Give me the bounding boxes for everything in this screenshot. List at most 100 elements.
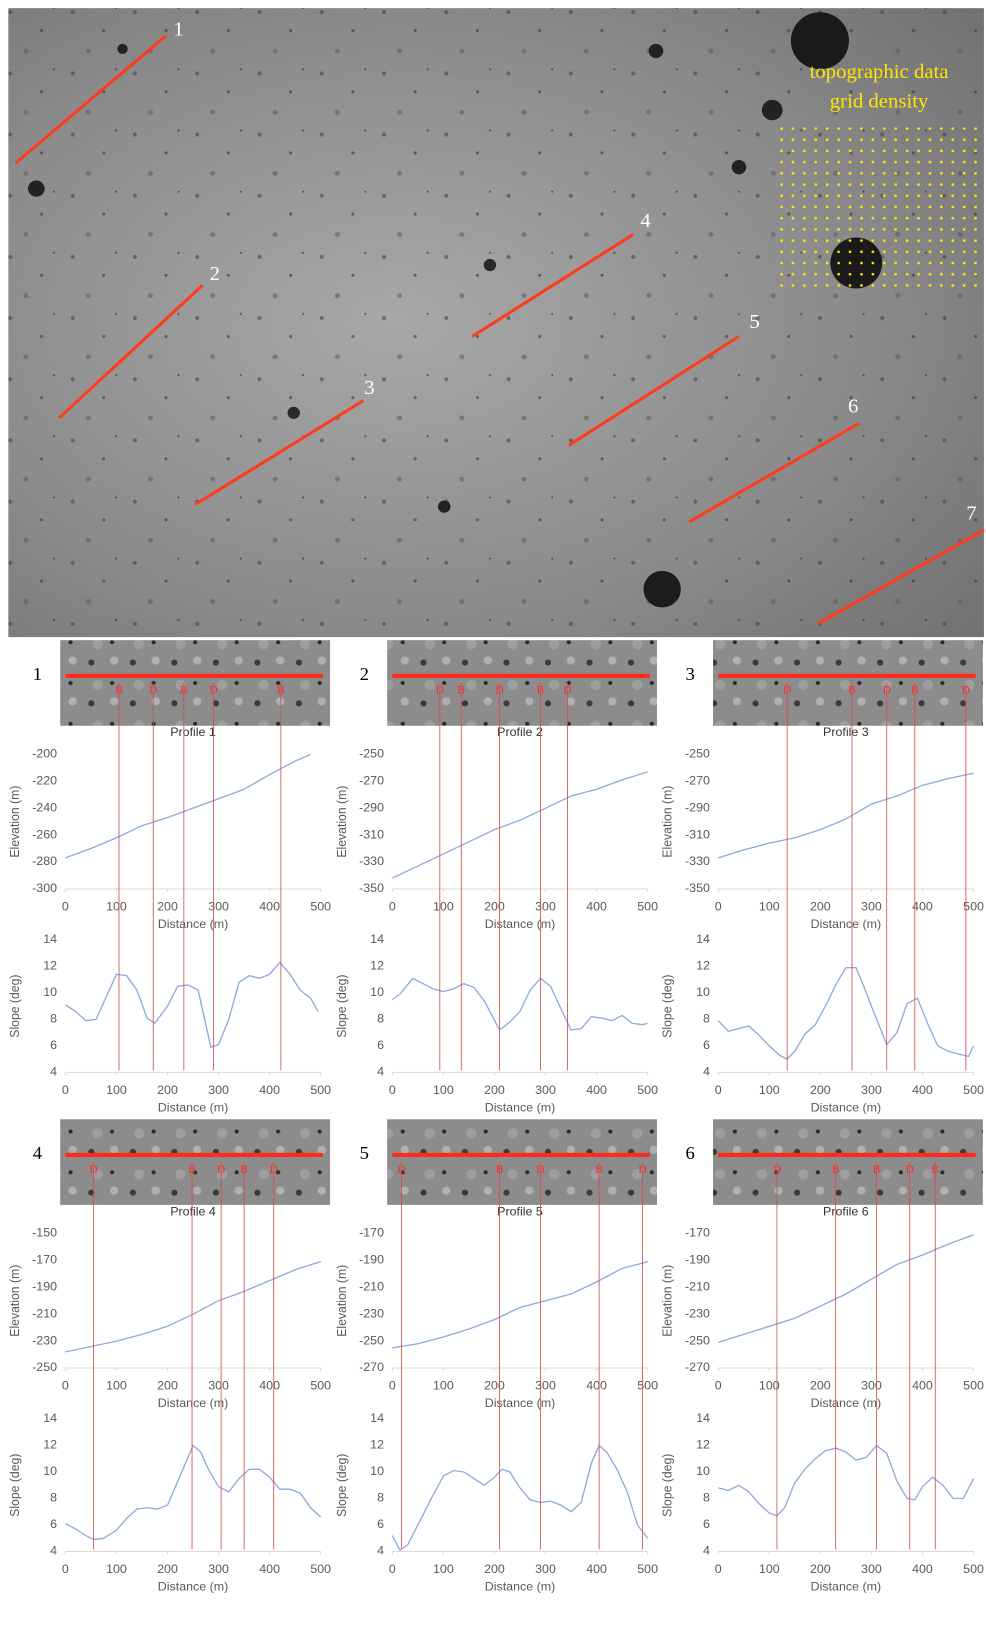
y-tick-label: 6 — [50, 1517, 57, 1531]
y-tick-label: 14 — [370, 1411, 384, 1425]
x-tick-label: 300 — [535, 1562, 556, 1576]
x-tick-label: 0 — [389, 1562, 396, 1576]
y-tick-label: -250 — [685, 1333, 710, 1347]
x-tick-label: 300 — [208, 900, 229, 914]
marker-label: B — [832, 1164, 840, 1176]
x-tick-label: 400 — [586, 1562, 607, 1576]
marker-label: B — [115, 685, 123, 697]
crater — [287, 407, 299, 419]
strip-title: Profile 2 — [497, 725, 543, 739]
crater — [643, 571, 680, 608]
figure: 1234567topographic datagrid density1Prof… — [0, 0, 986, 1631]
data-line — [65, 1262, 320, 1352]
x-tick-label: 500 — [310, 1379, 331, 1393]
profile-strip — [387, 640, 657, 726]
x-tick-label: 400 — [259, 900, 280, 914]
x-tick-label: 0 — [62, 900, 69, 914]
marker-label: B — [537, 685, 545, 697]
y-axis-title: Elevation (m) — [661, 1265, 675, 1337]
x-tick-label: 0 — [715, 1379, 722, 1393]
x-tick-label: 500 — [963, 1083, 984, 1097]
marker-label: B — [277, 685, 285, 697]
y-tick-label: -190 — [359, 1253, 384, 1267]
profile-strip — [713, 1119, 983, 1205]
y-tick-label: -330 — [685, 854, 710, 868]
x-tick-label: 400 — [912, 1562, 933, 1576]
marker-label: B — [180, 685, 188, 697]
y-tick-label: 8 — [50, 1012, 57, 1026]
marker-label: D — [89, 1164, 97, 1176]
y-tick-label: 14 — [696, 1411, 710, 1425]
marker-label: D — [209, 685, 217, 697]
y-axis-title: Elevation (m) — [8, 1265, 22, 1337]
marker-label: D — [397, 1164, 405, 1176]
x-tick-label: 400 — [586, 1083, 607, 1097]
x-tick-label: 500 — [637, 1562, 658, 1576]
marker-label: D — [495, 685, 503, 697]
panel-number: 5 — [360, 1144, 369, 1164]
crater — [484, 259, 496, 271]
x-tick-label: 100 — [759, 900, 780, 914]
profile-strip — [60, 1119, 330, 1205]
strip-title: Profile 5 — [497, 1204, 543, 1218]
x-tick-label: 400 — [259, 1562, 280, 1576]
data-line — [392, 772, 647, 878]
x-axis-title: Distance (m) — [158, 1100, 229, 1114]
x-tick-label: 200 — [484, 1083, 505, 1097]
marker-label: D — [270, 1164, 278, 1176]
y-tick-label: 4 — [50, 1065, 57, 1079]
x-tick-label: 300 — [535, 900, 556, 914]
y-tick-label: 8 — [703, 1491, 710, 1505]
x-tick-label: 100 — [759, 1083, 780, 1097]
marker-label: B — [848, 685, 856, 697]
profile-strip — [60, 640, 330, 726]
profile-number: 2 — [210, 263, 220, 285]
x-tick-label: 200 — [157, 1083, 178, 1097]
y-tick-label: -310 — [685, 827, 710, 841]
x-axis-title: Distance (m) — [158, 1580, 229, 1594]
y-tick-label: -270 — [685, 1360, 710, 1374]
x-tick-label: 400 — [586, 900, 607, 914]
profile-number: 6 — [848, 396, 858, 418]
x-axis-title: Distance (m) — [811, 1396, 882, 1410]
x-tick-label: 500 — [310, 1083, 331, 1097]
marker-label: B — [911, 685, 919, 697]
x-tick-label: 0 — [389, 1379, 396, 1393]
y-tick-label: -290 — [685, 800, 710, 814]
x-tick-label: 500 — [963, 1379, 984, 1393]
x-axis-title: Distance (m) — [811, 917, 882, 931]
x-axis-title: Distance (m) — [811, 1100, 882, 1114]
x-tick-label: 100 — [759, 1562, 780, 1576]
y-tick-label: 12 — [370, 959, 384, 973]
y-tick-label: 4 — [50, 1544, 57, 1558]
y-tick-label: 4 — [377, 1544, 384, 1558]
x-tick-label: 100 — [106, 1379, 127, 1393]
x-tick-label: 200 — [810, 1379, 831, 1393]
x-tick-label: 300 — [861, 1562, 882, 1576]
x-tick-label: 0 — [62, 1379, 69, 1393]
y-axis-title: Elevation (m) — [661, 786, 675, 858]
crater — [649, 44, 664, 58]
x-axis-title: Distance (m) — [485, 1396, 556, 1410]
x-tick-label: 100 — [106, 1083, 127, 1097]
y-tick-label: 4 — [703, 1065, 710, 1079]
y-tick-label: -200 — [32, 747, 57, 761]
y-axis-title: Elevation (m) — [335, 786, 349, 858]
x-tick-label: 400 — [586, 1379, 607, 1393]
data-line — [65, 754, 310, 858]
y-tick-label: -150 — [32, 1226, 57, 1240]
y-axis-title: Slope (deg) — [8, 975, 22, 1038]
x-tick-label: 300 — [861, 900, 882, 914]
y-tick-label: -170 — [32, 1253, 57, 1267]
grid-density-dots — [778, 127, 981, 290]
y-tick-label: 6 — [703, 1517, 710, 1531]
y-tick-label: 10 — [43, 1464, 57, 1478]
crater — [438, 501, 450, 513]
panel-number: 2 — [360, 665, 369, 685]
y-tick-label: -240 — [32, 800, 57, 814]
y-tick-label: -310 — [359, 827, 384, 841]
y-tick-label: -250 — [32, 1360, 57, 1374]
x-tick-label: 0 — [715, 900, 722, 914]
y-tick-label: -230 — [685, 1307, 710, 1321]
x-tick-label: 500 — [637, 1083, 658, 1097]
